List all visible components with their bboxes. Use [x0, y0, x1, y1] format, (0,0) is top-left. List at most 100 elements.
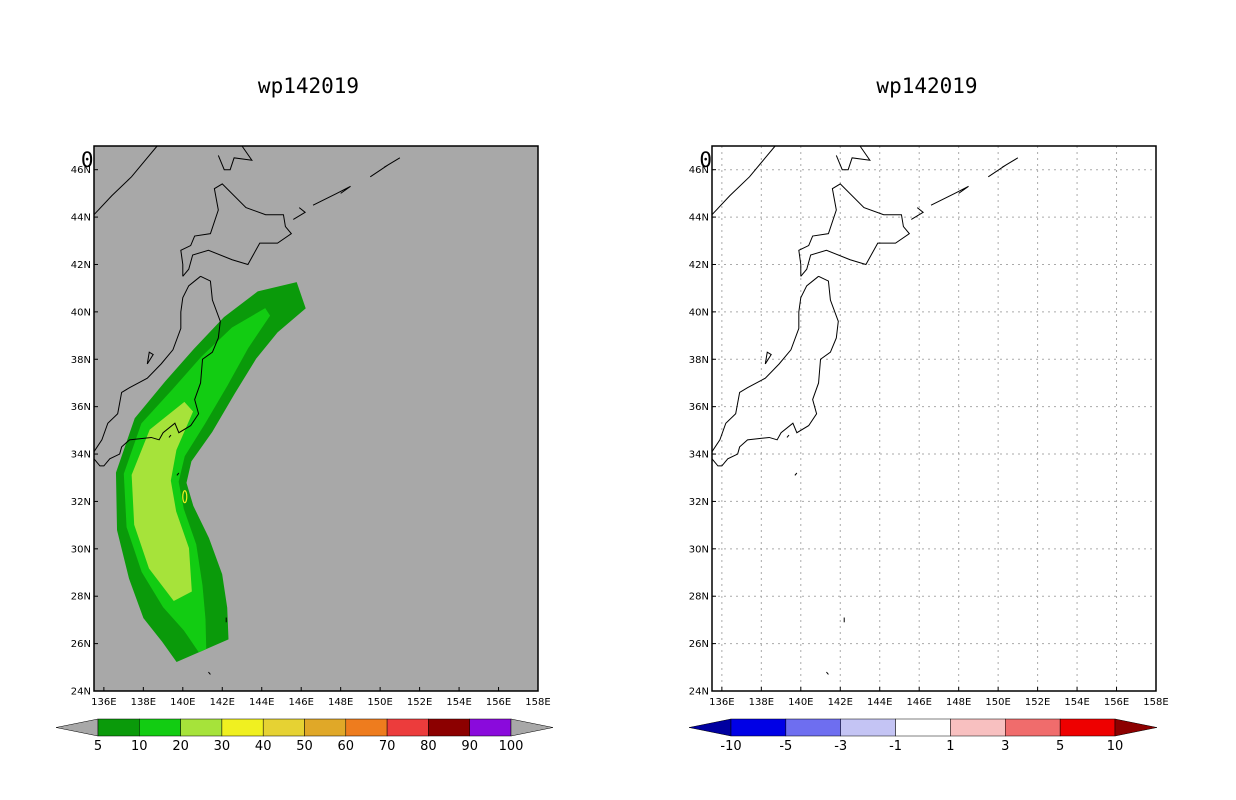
left-ytick-label: 40N [71, 307, 91, 318]
left-coast-kuril1 [293, 207, 307, 220]
left-coast-sakhalin [217, 145, 253, 171]
left-colorbar-swatch [97, 718, 140, 737]
right-colorbar-label: -5 [779, 739, 792, 754]
right-ytick-label: 28N [689, 592, 709, 603]
right-coast-bonin2 [826, 671, 829, 675]
left-colorbar-label: 40 [255, 739, 272, 754]
left-colorbar-high-arrow [510, 718, 554, 737]
left-colorbar-label: 70 [379, 739, 396, 754]
left-colorbar-label: 10 [131, 739, 148, 754]
right-ytick-label: 30N [689, 544, 709, 555]
left-colorbar-swatch [221, 718, 264, 737]
right-xtick-label: 138E [749, 697, 774, 708]
right-ytick-label: 36N [689, 402, 709, 413]
left-coast-hokkaido [180, 183, 293, 277]
left-ytick-label: 36N [71, 402, 91, 413]
right-ytick-label: 44N [689, 213, 709, 224]
right-xtick-label: 144E [867, 697, 892, 708]
left-coast-oshima [168, 434, 172, 438]
left-xtick-label: 148E [328, 697, 353, 708]
left-xtick-label: 158E [525, 697, 550, 708]
right-xtick-label: 148E [946, 697, 971, 708]
left-xtick-label: 154E [446, 697, 471, 708]
left-ytick-label: 38N [71, 355, 91, 366]
left-ytick-label: 42N [71, 260, 91, 271]
left-coast-asia [93, 145, 158, 216]
right-colorbar: -10 -5 -3 -1 1 3 5 10 [688, 718, 1158, 754]
left-colorbar-swatch [428, 718, 470, 737]
left-coast-sado [146, 351, 154, 365]
left-coast-kuril2 [312, 185, 351, 206]
right-xtick-label: 150E [985, 697, 1010, 708]
left-ytick-label: 34N [71, 450, 91, 461]
right-colorbar-label: 3 [1001, 739, 1009, 754]
left-xtick-label: 144E [249, 697, 274, 708]
left-colorbar-swatch [139, 718, 181, 737]
right-colorbar-label: 5 [1056, 739, 1064, 754]
right-colorbar-label: -1 [889, 739, 902, 754]
right-map-frame [711, 145, 1157, 692]
right-coast-sakhalin [835, 145, 871, 171]
left-colorbar-swatch [304, 718, 347, 737]
right-ytick-label: 42N [689, 260, 709, 271]
left-colorbar-label: 60 [338, 739, 355, 754]
left-colorbar-label: 50 [296, 739, 313, 754]
left-colorbar-label: 5 [94, 739, 102, 754]
left-colorbar-swatch [180, 718, 223, 737]
right-colorbar-high-arrow [1114, 718, 1158, 737]
left-xtick-label: 136E [91, 697, 116, 708]
right-ytick-label: 26N [689, 639, 709, 650]
right-colorbar-swatch [895, 718, 951, 737]
left-xtick-label: 146E [288, 697, 313, 708]
left-coast-honshu [93, 275, 221, 467]
right-coast-hachijo [794, 472, 798, 476]
right-storm-id: wp142019 [876, 74, 978, 98]
right-colorbar-label: 10 [1107, 739, 1124, 754]
right-xtick-label: 142E [828, 697, 853, 708]
right-coast-kuril2 [930, 185, 969, 206]
right-xtick-label: 158E [1143, 697, 1168, 708]
left-ytick-label: 26N [71, 639, 91, 650]
left-ytick-label: 44N [71, 213, 91, 224]
right-xtick-label: 140E [788, 697, 813, 708]
left-map-panel: 136E 138E 140E 142E 144E 146E 148E 150E 152E 154E… [55, 145, 554, 754]
left-contour-20-30 [131, 401, 194, 601]
left-ytick-label: 32N [71, 497, 91, 508]
left-colorbar-swatch [262, 718, 305, 737]
left-colorbar-swatch [469, 718, 512, 737]
left-colorbar: 5 10 20 30 40 50 60 70 80 90 100 [55, 718, 554, 754]
left-colorbar-label: 90 [461, 739, 478, 754]
right-colorbar-swatch [1005, 718, 1061, 737]
left-colorbar-swatch [386, 718, 429, 737]
left-colorbar-swatch [345, 718, 388, 737]
left-colorbar-label: 30 [214, 739, 231, 754]
right-coast-kuril3 [987, 157, 1019, 178]
left-colorbar-label: 80 [420, 739, 437, 754]
right-coast-sado [764, 351, 772, 365]
left-xtick-label: 156E [486, 697, 511, 708]
left-xtick-label: 152E [407, 697, 432, 708]
left-ytick-label: 24N [71, 687, 91, 698]
left-coast-hachijo [176, 472, 180, 476]
right-colorbar-label: -3 [834, 739, 847, 754]
right-ytick-label: 32N [689, 497, 709, 508]
right-colorbar-swatch [1059, 718, 1116, 737]
right-map-panel: 136E 138E 140E 142E 144E 146E 148E 150E 152E 154E… [688, 145, 1169, 754]
left-xtick-label: 140E [170, 697, 195, 708]
right-coast-oshima [786, 434, 790, 438]
right-colorbar-label: 1 [946, 739, 954, 754]
left-storm-id: wp142019 [257, 74, 360, 98]
left-map-frame [93, 145, 539, 692]
right-xtick-label: 136E [709, 697, 734, 708]
right-colorbar-low-arrow [688, 718, 732, 737]
right-xtick-label: 156E [1104, 697, 1129, 708]
left-colorbar-label: 20 [172, 739, 189, 754]
left-xtick-label: 138E [131, 697, 156, 708]
left-coast-kuril3 [369, 157, 401, 178]
right-xtick-label: 146E [906, 697, 931, 708]
right-colorbar-swatch [730, 718, 787, 737]
right-xtick-label: 152E [1025, 697, 1050, 708]
right-coast-asia [711, 145, 776, 216]
right-coast-honshu [711, 275, 839, 467]
